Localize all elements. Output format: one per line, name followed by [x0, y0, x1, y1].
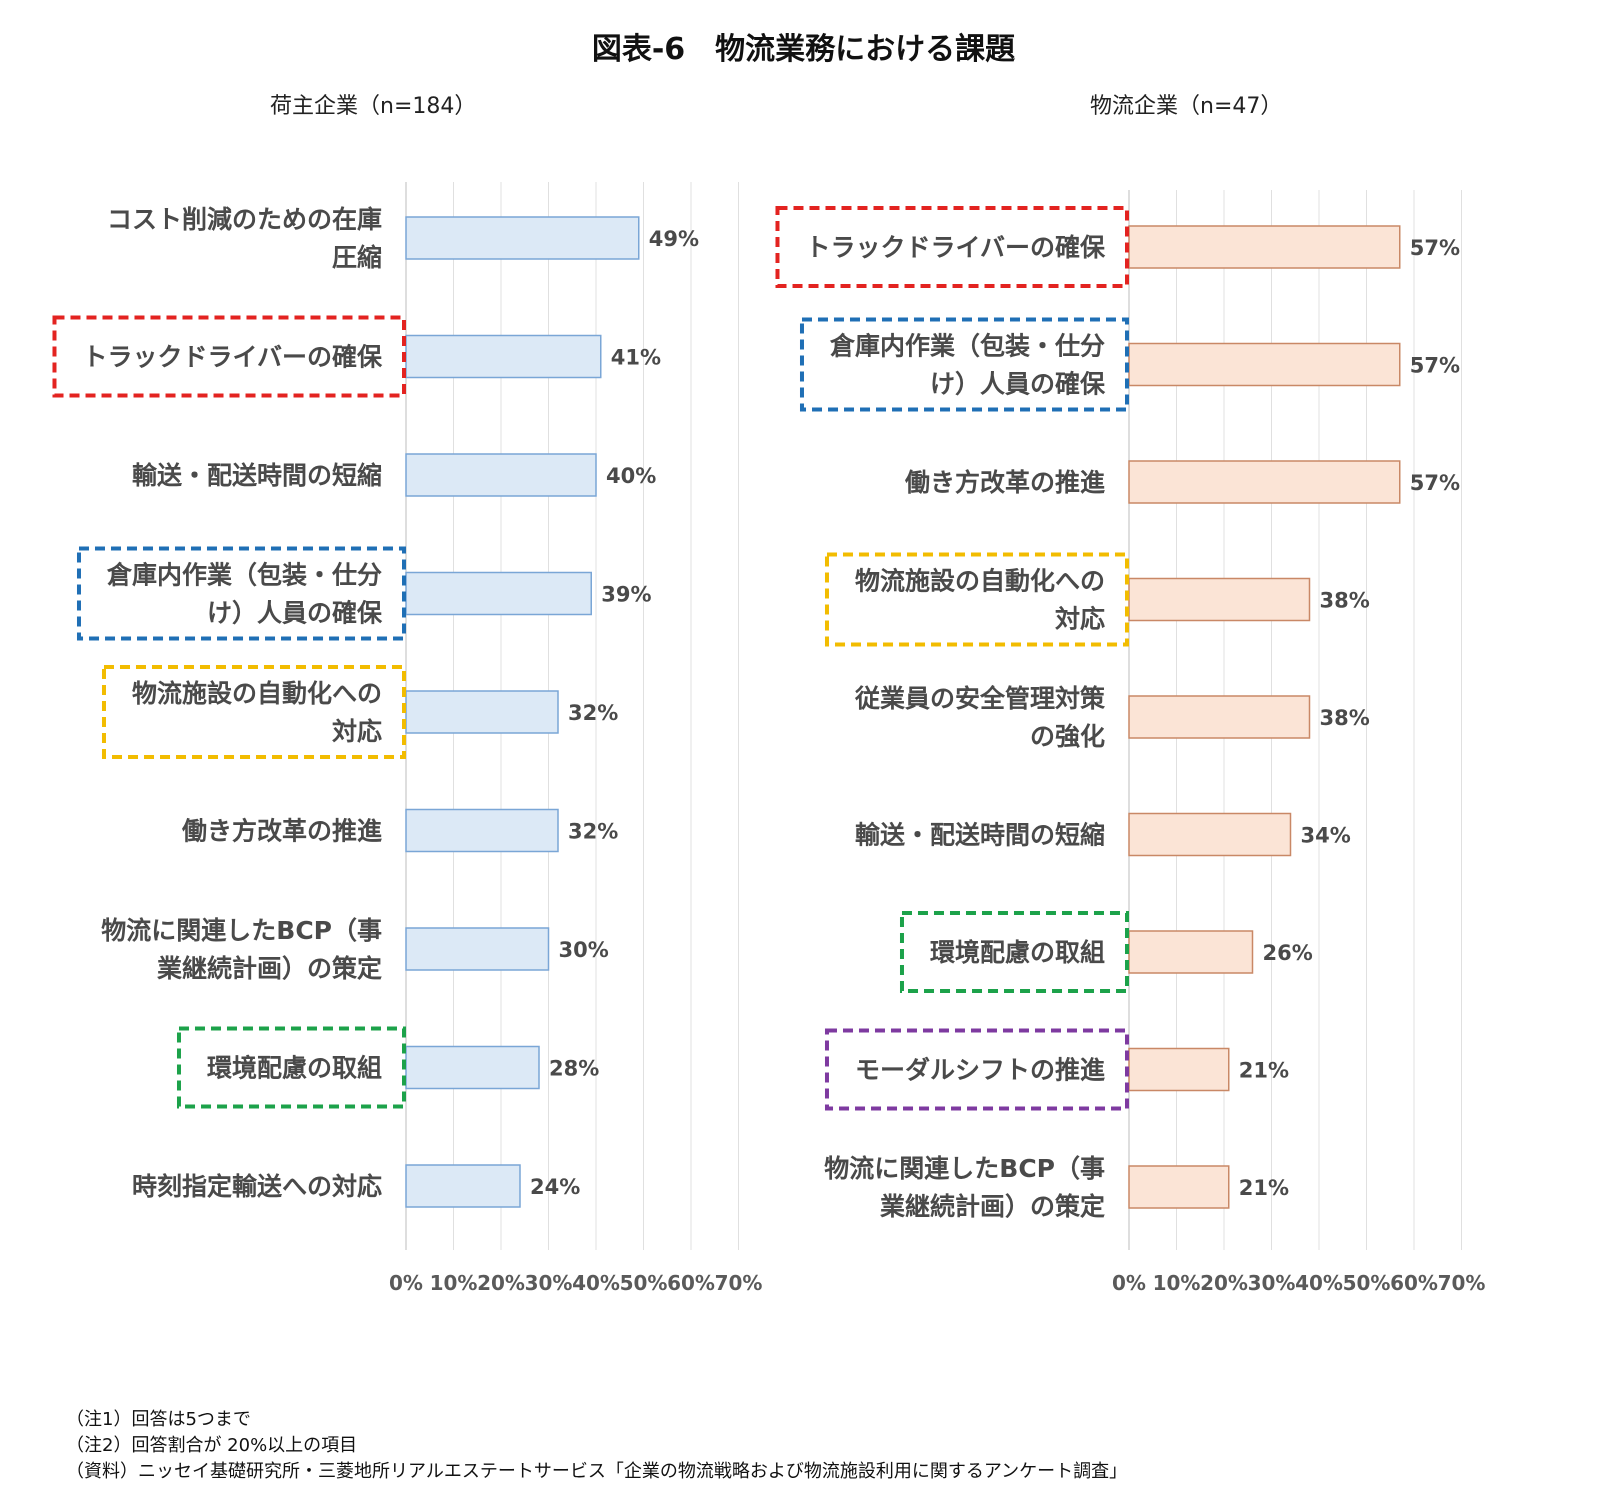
left-bar: [405, 1045, 540, 1090]
left-bar: [405, 690, 559, 734]
left-x-tick-label: 50%: [620, 1271, 668, 1295]
left-bar: [405, 334, 602, 379]
right-bar: [1128, 460, 1401, 504]
right-value-label: 21%: [1239, 1059, 1289, 1083]
left-x-tick-label: 10%: [430, 1271, 478, 1295]
right-category-label: 働き方改革の推進: [904, 468, 1105, 497]
right-category-label: 業継続計画）の策定: [880, 1192, 1105, 1221]
right-category-label: 従業員の安全管理対策: [854, 684, 1106, 713]
right-value-label: 34%: [1301, 824, 1351, 848]
right-x-tick-label: 70%: [1438, 1271, 1486, 1295]
left-bar: [405, 927, 550, 971]
left-value-label: 32%: [568, 820, 618, 844]
left-x-tick-label: 30%: [525, 1271, 573, 1295]
right-value-label: 57%: [1410, 471, 1460, 495]
right-value-label: 57%: [1410, 354, 1460, 378]
left-value-label: 39%: [601, 583, 651, 607]
left-value-label: 28%: [549, 1057, 599, 1081]
left-category-label: 環境配慮の取組: [207, 1054, 382, 1083]
right-x-tick-label: 50%: [1343, 1271, 1391, 1295]
left-value-label: 30%: [559, 938, 609, 962]
left-category-label: コスト削減のための在庫: [107, 205, 382, 234]
right-value-label: 38%: [1320, 589, 1370, 613]
left-x-tick-label: 70%: [715, 1271, 763, 1295]
right-category-label: トラックドライバーの確保: [805, 233, 1106, 262]
right-bar: [1128, 1047, 1230, 1092]
right-bar: [1128, 342, 1401, 387]
left-bar: [405, 216, 640, 260]
right-highlight-box: [799, 317, 1129, 412]
right-category-label: 倉庫内作業（包装・仕分: [829, 332, 1105, 361]
right-bar: [1128, 577, 1311, 622]
right-x-tick-label: 0%: [1112, 1271, 1146, 1295]
right-x-tick-label: 20%: [1200, 1271, 1248, 1295]
left-category-label: 業継続計画）の策定: [157, 954, 382, 983]
right-value-label: 38%: [1320, 706, 1370, 730]
right-category-label: の強化: [1030, 722, 1105, 751]
right-category-label: モーダルシフトの推進: [855, 1056, 1105, 1085]
left-x-tick-label: 0%: [389, 1271, 423, 1295]
left-category-label: 物流施設の自動化への: [132, 679, 382, 708]
left-highlight-box: [101, 665, 406, 759]
left-category-label: トラックドライバーの確保: [82, 343, 383, 372]
right-bar: [1128, 930, 1254, 974]
right-category-label: 対応: [1055, 605, 1105, 634]
left-value-label: 49%: [649, 227, 699, 251]
right-x-tick-label: 10%: [1153, 1271, 1201, 1295]
right-x-tick-label: 40%: [1295, 1271, 1343, 1295]
left-highlight-box: [176, 1026, 406, 1109]
note-2: （注2）回答割合が 20%以上の項目: [66, 1435, 358, 1456]
right-category-label: 環境配慮の取組: [930, 938, 1105, 967]
left-value-label: 41%: [611, 346, 661, 370]
right-category-label: 物流施設の自動化への: [855, 567, 1105, 596]
right-x-tick-label: 60%: [1390, 1271, 1438, 1295]
left-x-tick-label: 40%: [572, 1271, 620, 1295]
left-category-label: 倉庫内作業（包装・仕分: [106, 561, 382, 590]
right-bar: [1128, 225, 1401, 269]
left-value-label: 40%: [606, 464, 656, 488]
left-chart-subtitle: 荷主企業（n=184）: [270, 94, 477, 119]
right-chart-subtitle: 物流企業（n=47）: [1090, 94, 1283, 119]
left-highlight-box: [76, 546, 406, 641]
right-highlight-box: [824, 1028, 1129, 1111]
notes: （注1）回答は5つまで （注2）回答割合が 20%以上の項目 （資料）ニッセイ基…: [66, 1407, 1127, 1485]
right-value-label: 26%: [1263, 941, 1313, 965]
left-category-label: 働き方改革の推進: [181, 817, 382, 846]
right-category-label: 輸送・配送時間の短縮: [855, 821, 1105, 850]
right-bar: [1128, 812, 1292, 857]
left-bar: [405, 1164, 521, 1208]
left-highlight-box: [52, 315, 406, 398]
left-category-label: 圧縮: [332, 243, 382, 272]
note-source: （資料）ニッセイ基礎研究所・三菱地所リアルエステートサービス「企業の物流戦略およ…: [66, 1461, 1128, 1482]
right-x-tick-label: 30%: [1248, 1271, 1296, 1295]
right-highlight-box: [775, 206, 1129, 288]
chart-title: 図表-6 物流業務における課題: [591, 32, 1016, 67]
right-highlight-box: [899, 911, 1129, 993]
left-x-tick-label: 20%: [477, 1271, 525, 1295]
left-category-label: け）人員の確保: [207, 599, 383, 628]
left-bar: [405, 571, 592, 616]
left-bar: [405, 453, 597, 497]
left-category-label: 輸送・配送時間の短縮: [132, 461, 382, 490]
right-highlight-box: [824, 552, 1129, 647]
left-category-label: 対応: [332, 717, 382, 746]
left-value-label: 24%: [530, 1175, 580, 1199]
left-x-tick-label: 60%: [667, 1271, 715, 1295]
left-category-label: 物流に関連したBCP（事: [101, 916, 382, 945]
right-value-label: 21%: [1239, 1176, 1289, 1200]
right-value-label: 57%: [1410, 236, 1460, 260]
left-category-label: 時刻指定輸送への対応: [132, 1172, 382, 1201]
note-1: （注1）回答は5つまで: [66, 1409, 251, 1430]
left-bar: [405, 808, 559, 853]
right-category-label: 物流に関連したBCP（事: [824, 1154, 1105, 1183]
right-bar: [1128, 1165, 1230, 1209]
right-bar: [1128, 695, 1311, 739]
left-value-label: 32%: [568, 701, 618, 725]
right-category-label: け）人員の確保: [930, 370, 1106, 399]
